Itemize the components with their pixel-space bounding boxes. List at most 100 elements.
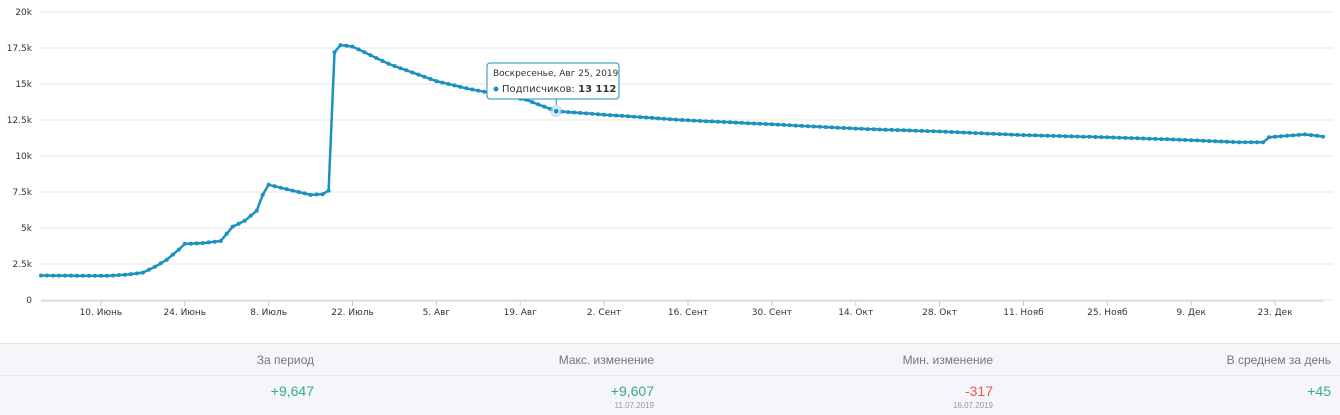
series-point [392,64,397,68]
series-point [757,121,762,126]
series-point [1219,139,1224,144]
series-point [997,132,1002,137]
series-point [284,187,289,192]
series-point [230,224,235,229]
series-point [188,241,193,246]
series-point [134,271,139,276]
stat-max-change-date: 11.07.2019 [614,401,654,410]
series-point [1015,132,1020,137]
series-point [895,128,900,133]
series-point [1063,134,1068,139]
series-point [590,111,595,116]
series-point [847,126,852,131]
series-point [727,120,732,125]
tooltip-date: Воскресенье, Авг 25, 2019 [493,69,619,79]
series-point [572,110,577,115]
series-point [80,273,85,278]
series-point [374,56,379,61]
chart-tooltip: Воскресенье, Авг 25, 2019 Подписчиков: 1… [486,62,620,118]
series-point [446,82,451,86]
series-point [1093,135,1098,139]
series-point [1291,133,1295,138]
series-point [889,127,894,132]
tooltip-series-line: Подписчиков: 13 112 [502,84,616,95]
series-point [1315,133,1319,138]
series-point [69,273,73,278]
series-point [973,131,978,136]
series-point [104,273,109,278]
series-point [799,123,804,128]
series-point [871,127,876,132]
series-point [1051,133,1056,138]
series-point [1057,134,1062,138]
series-point [644,115,649,120]
series-point [1177,137,1182,142]
series-point [668,117,672,122]
series-point [632,114,637,119]
series-point [919,128,924,133]
series-point [308,192,313,197]
x-tick-label: 24. Июнь [163,308,206,318]
series-point [57,273,61,278]
series-point [811,124,816,129]
x-tick-label: 23. Дек [1257,308,1293,318]
series-point [296,190,301,194]
series-point [1249,140,1254,145]
series-point [763,122,768,126]
tooltip-box [486,62,620,100]
series-point [817,124,822,129]
stat-max-change-label: Макс. изменение [558,353,654,367]
series-point [967,130,972,135]
series-point [452,83,457,88]
series-point [248,213,253,218]
series-point [662,116,666,121]
y-tick-label: 5k [21,224,33,234]
series-point [859,126,864,131]
series-point [51,273,55,278]
series-point [1039,133,1044,138]
series-subscribers[interactable] [39,43,1325,278]
y-tick-label: 12.5k [7,116,33,126]
series-point [805,124,810,129]
series-point [656,116,660,121]
series-point [326,188,331,193]
series-point [368,53,373,58]
series-point [116,273,121,278]
series-point [476,88,481,93]
x-tick-label: 19. Авг [504,308,538,318]
series-point [1117,135,1122,140]
series-point [769,122,774,127]
series-point [254,208,259,213]
series-point [434,79,439,84]
series-point [608,113,613,118]
series-point [1273,134,1278,139]
series-point [1189,138,1194,143]
series-point [140,270,145,275]
series-point [92,273,97,278]
y-tick-label: 20k [15,8,32,18]
y-tick-label: 2.5k [12,260,32,270]
series-point [865,127,870,132]
series-point [302,191,307,196]
series-point [266,182,271,187]
x-axis: 10. Июнь 24. Июнь 8. Июль 22. Июль 5. Авг 19.… [41,300,1323,318]
series-point [907,128,912,133]
series-point [236,221,241,226]
hovered-point[interactable] [552,107,560,115]
series-point [979,131,984,136]
series-point [536,102,541,107]
series-point [937,129,942,134]
stat-period-value: +9,647 [270,383,314,399]
series-point [1171,137,1176,142]
series-point [985,131,990,136]
series-point [1141,136,1146,141]
series-point [1075,134,1080,139]
series-point [686,118,690,123]
series-point [344,43,349,48]
series-point [823,125,828,130]
series-point [692,118,696,123]
series-point [1279,134,1284,139]
series-point [1213,139,1218,144]
series-point [128,272,133,277]
series-point [398,66,403,71]
